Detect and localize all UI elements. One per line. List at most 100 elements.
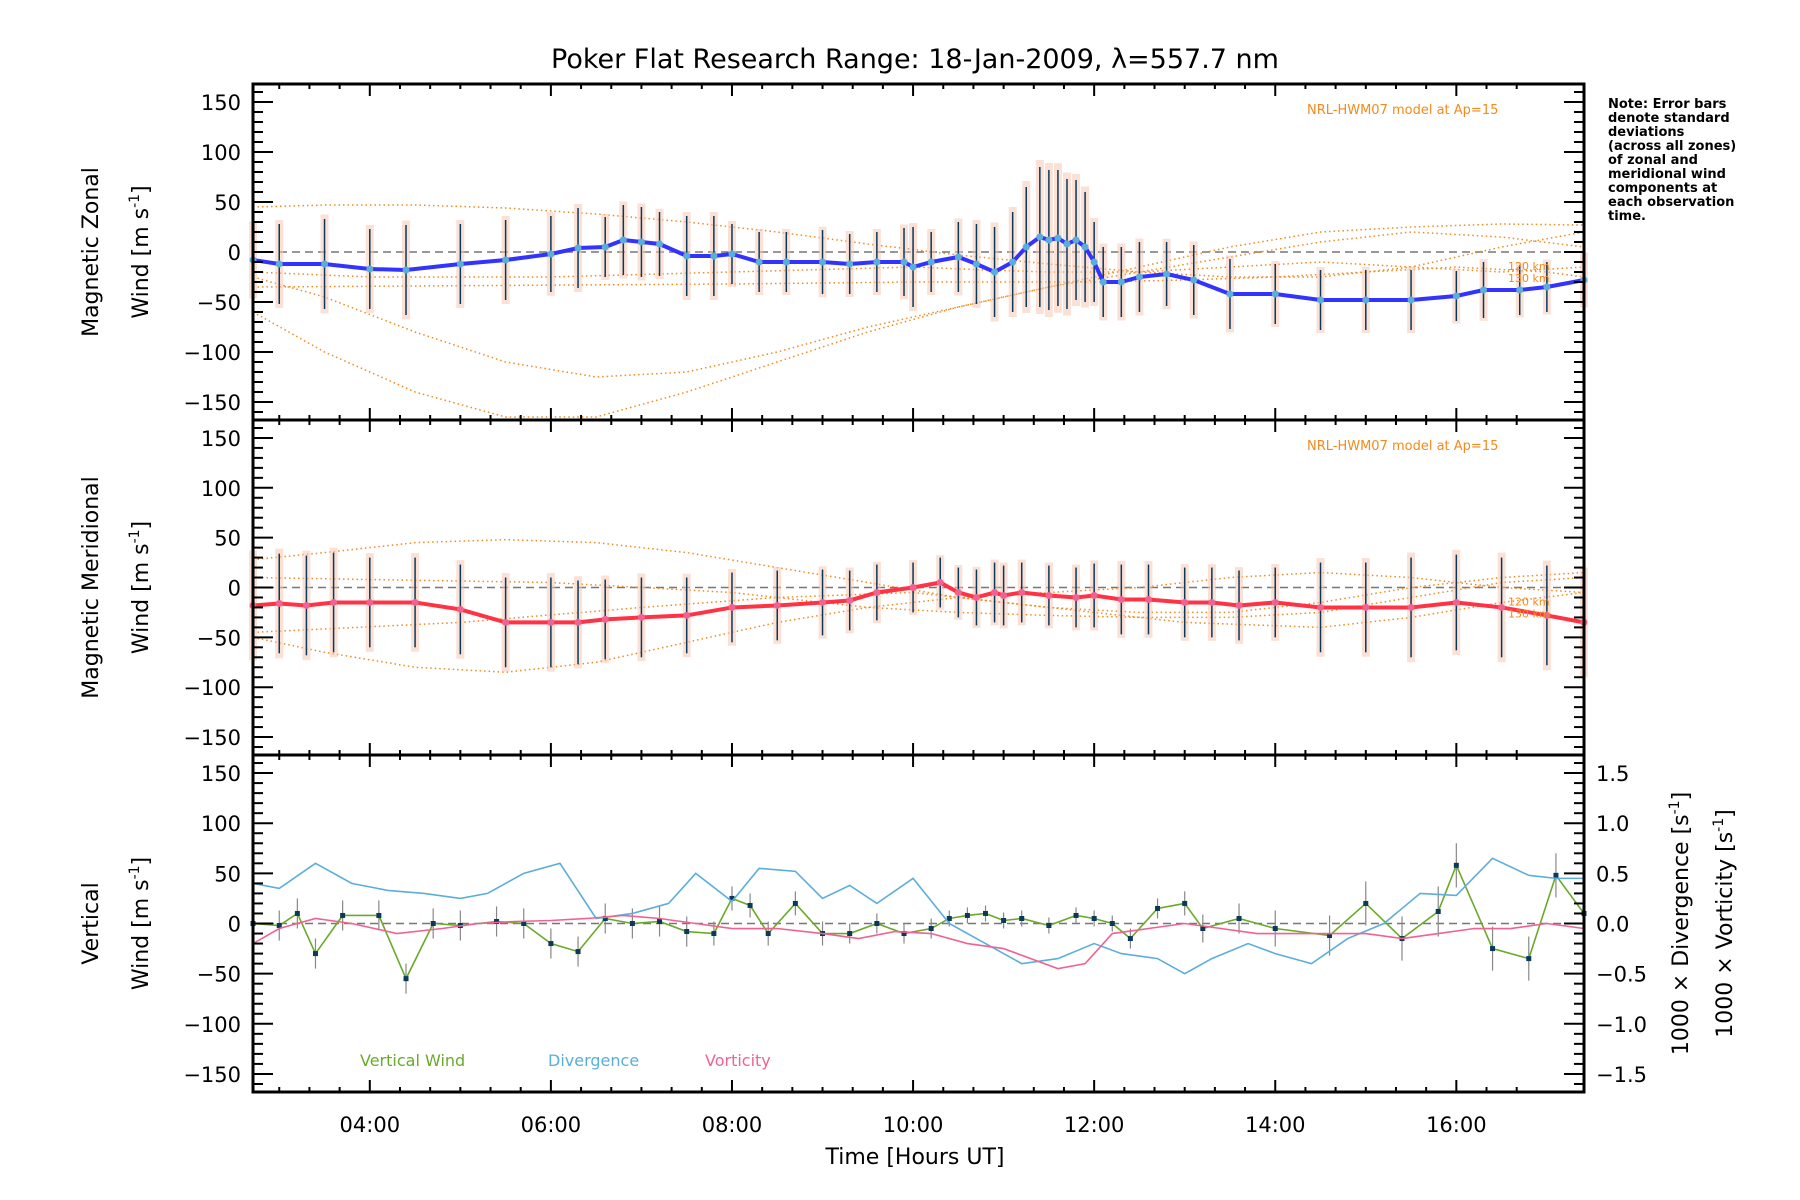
data-point (1163, 270, 1171, 278)
note-line: time. (1608, 209, 1646, 224)
data-point (547, 618, 555, 626)
data-point (1200, 926, 1206, 932)
y-axis-title-line2: Wind [m s-1] (127, 185, 154, 318)
data-point (294, 910, 300, 916)
right-axis-title-sup: -1 (1667, 800, 1683, 814)
y-tick-label: 150 (201, 91, 241, 115)
right-axis-title-text: 1000 × Divergence [s (1669, 814, 1694, 1055)
data-point (1407, 603, 1415, 611)
y-tick-label: −50 (197, 291, 241, 315)
data-point (1317, 296, 1325, 304)
x-tick-label: 12:00 (1064, 1113, 1125, 1137)
data-point (1235, 601, 1243, 609)
right-axis-title-vorticity: 1000 × Vorticity [s-1] (1711, 809, 1738, 1037)
y-axis-unit-close: ] (129, 521, 154, 530)
data-point (366, 265, 374, 273)
data-point (275, 599, 283, 607)
data-point (547, 250, 555, 258)
y-tick-label: −100 (183, 1013, 241, 1037)
data-point (1081, 243, 1089, 251)
data-point (1236, 915, 1242, 921)
data-point (710, 252, 718, 260)
y-tick-label: −100 (183, 676, 241, 700)
data-point (946, 915, 952, 921)
model-curve-model-c (252, 231, 1585, 418)
data-point (747, 902, 753, 908)
data-point (900, 258, 908, 266)
data-point (502, 618, 510, 626)
y-axis-unit-close: ] (129, 185, 154, 194)
note-line: (across all zones) (1608, 139, 1736, 154)
data-point (1090, 591, 1098, 599)
data-point (1226, 290, 1234, 298)
right-axis-title-text: 1000 × Vorticity [s (1713, 832, 1738, 1038)
data-point (1271, 290, 1279, 298)
legend-vertical-wind: Vertical Wind (360, 1051, 465, 1070)
data-point (819, 598, 827, 606)
data-point (1072, 593, 1080, 601)
data-point (847, 931, 853, 937)
model-curve-model-b (252, 223, 1585, 378)
y-axis-title-line2: Wind [m s-1] (127, 521, 154, 654)
y-tick-label: 0 (228, 241, 241, 265)
data-point (819, 258, 827, 266)
data-point (601, 615, 609, 623)
series-line (252, 914, 1585, 970)
data-point (728, 603, 736, 611)
data-point (657, 918, 663, 924)
data-point (302, 601, 310, 609)
data-point (684, 929, 690, 935)
y-axis-unit: Wind [m s (129, 543, 154, 654)
km-label-130: 130 km (1508, 607, 1550, 620)
data-point (1362, 296, 1370, 304)
km-label-120: 120 km (1508, 260, 1550, 273)
panel-meridional: 150 100 50 0 −50 −100 −150 Magnetic Meridional W… (79, 418, 1588, 757)
data-point (1362, 603, 1370, 611)
data-point (1543, 283, 1551, 291)
right-tick-label: 1.0 (1596, 812, 1629, 836)
data-point (1091, 915, 1097, 921)
y-axis-title-line1: Vertical (79, 882, 104, 964)
data-point (1117, 278, 1125, 286)
data-point (1073, 912, 1079, 918)
data-point (1054, 234, 1062, 242)
data-point (456, 260, 464, 268)
data-point (1063, 240, 1071, 248)
y-tick-label: 0 (228, 913, 241, 937)
data-point (773, 601, 781, 609)
data-point (376, 912, 382, 918)
y-tick-label: −150 (183, 1063, 241, 1087)
data-point (1117, 595, 1125, 603)
data-point (275, 260, 283, 268)
data-point (991, 588, 999, 596)
series-vertical-wind (250, 843, 1587, 994)
model-curve-model-a (252, 538, 1585, 614)
data-point (629, 921, 635, 926)
note-line: components at (1608, 181, 1717, 196)
data-point (366, 598, 374, 606)
data-point (1271, 598, 1279, 606)
data-point (1272, 926, 1278, 932)
data-point (637, 238, 645, 246)
data-point (755, 258, 763, 266)
data-point (276, 923, 282, 929)
x-tick-label: 10:00 (883, 1113, 944, 1137)
data-point (403, 976, 409, 982)
data-point (728, 250, 736, 258)
data-point (1490, 946, 1496, 952)
data-point (1009, 258, 1017, 266)
y-tick-label: −100 (183, 341, 241, 365)
y-axis-unit: Wind [m s (129, 208, 154, 319)
data-point (321, 260, 329, 268)
x-tick-label: 04:00 (340, 1113, 401, 1137)
x-tick-label: 08:00 (702, 1113, 763, 1137)
series-line (252, 234, 1585, 302)
data-point (1516, 286, 1524, 294)
data-point (901, 931, 907, 937)
data-point (683, 252, 691, 260)
right-tick-label: −1.5 (1596, 1063, 1647, 1087)
data-point (1000, 591, 1008, 599)
y-axis-unit-sup: -1 (127, 529, 143, 543)
data-point (1407, 296, 1415, 304)
data-point (792, 900, 798, 906)
